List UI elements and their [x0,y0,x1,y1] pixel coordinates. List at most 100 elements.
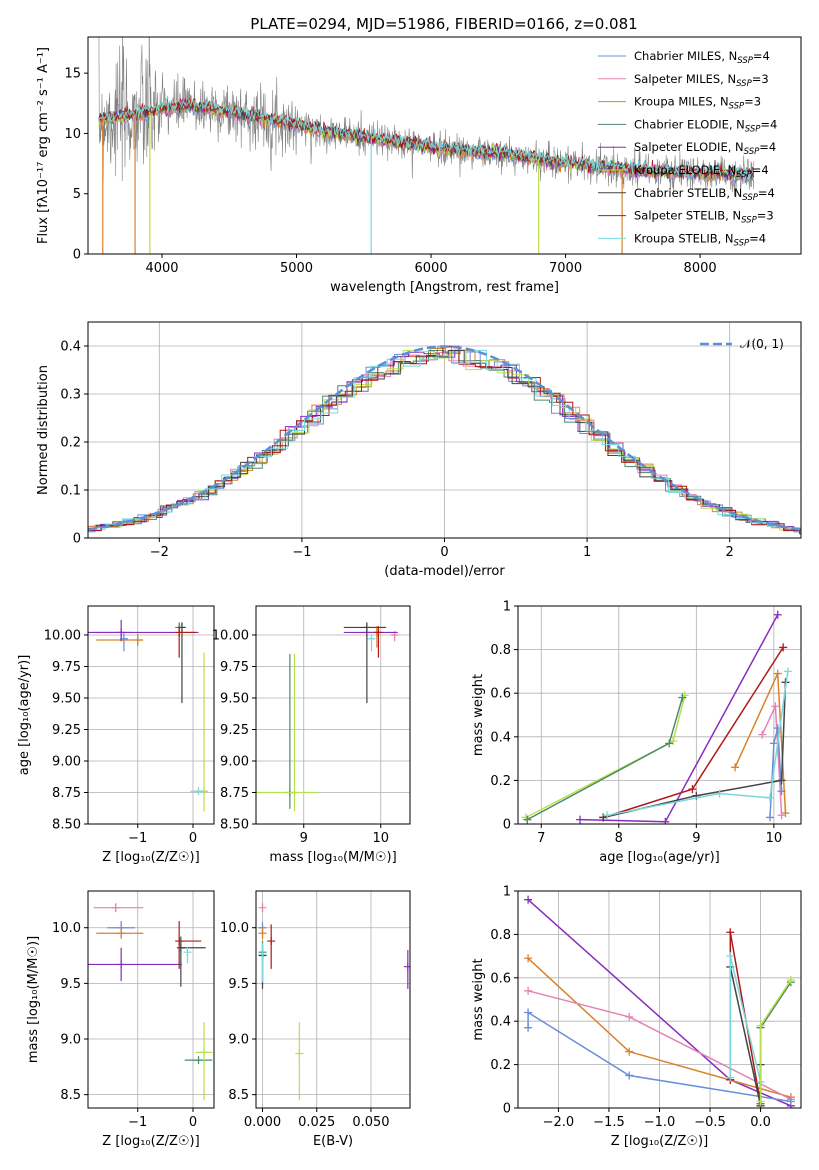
marker-kroupa_stelib [726,952,735,961]
marker-kroupa_miles [773,669,782,678]
x-tick-label: −1.5 [593,1115,625,1130]
marker-salpeter_stelib [779,643,788,652]
y-tick-label: 9.25 [52,723,81,738]
plot-area [521,610,792,824]
histogram-salpeter_stelib [88,345,801,532]
point-salpeter_elodie [117,960,126,969]
panel-spectrum: 4000 5000 6000 7000 8000 0 5 10 15 wavelength [An… [36,36,802,295]
marker-kroupa_stelib [715,789,724,798]
marker-salpeter_elodie [524,895,533,904]
y-tick-label: 0.1 [60,484,81,499]
legend-label: Chabrier MILES, NSSP=4 [634,49,770,66]
x-tick-label: −1 [292,545,311,560]
y-tick-label: 8.75 [220,786,249,801]
x-tick-label: −1 [128,1115,147,1130]
marker-salpeter_miles [771,702,780,711]
y-tick-label: 9.75 [220,660,249,675]
panel-mass_weight_vs_Z: −2.0 −1.5 −1.0 −0.5 0.0 0 0.2 0.4 0.6 0.8 1 Z [log₁… [471,885,802,1149]
point-salpeter_stelib [175,628,184,637]
series-chabrier_elodie [526,697,684,821]
x-axis-label: E(B-V) [313,1134,353,1149]
x-tick-label: −0.5 [694,1115,726,1130]
axes-frame [255,605,411,825]
legend-label: Chabrier STELIB, NSSP=4 [634,186,775,203]
y-tick-label: 0.8 [490,928,511,943]
y-tick-label: 0.8 [490,643,511,658]
point-salpeter_elodie [117,628,126,637]
legend: Chabrier MILES, NSSP=4 Salpeter MILES, NS… [598,49,777,248]
marker-kroupa_miles [625,1047,634,1056]
marker-chabrier_elodie [665,739,674,748]
x-tick-label: 0 [189,1115,197,1130]
point-kroupa_elodie [200,1048,209,1057]
legend-label: Kroupa ELODIE, NSSP=4 [634,163,769,180]
point-kroupa_stelib [183,948,192,957]
x-tick-label: 2 [726,545,734,560]
marker-chabrier_miles [777,787,786,796]
y-tick-label: 10 [64,127,81,142]
marker-kroupa_stelib [783,667,792,676]
point-salpeter_miles [258,903,267,912]
y-axis-label: age [log₁₀(age/yr)] [17,655,32,776]
y-tick-label: 9.5 [60,977,81,992]
point-salpeter_stelib [267,937,276,946]
y-tick-label: 9.00 [220,754,249,769]
marker-salpeter_miles [777,811,786,820]
marker-salpeter_stelib [726,928,735,937]
plot-area [88,903,213,1101]
y-tick-label: 10.00 [212,628,249,643]
marker-salpeter_miles [524,986,533,995]
legend-label: Salpeter STELIB, NSSP=3 [634,209,774,226]
marker-kroupa_stelib [765,793,774,802]
figure-title: PLATE=0294, MJD=51986, FIBERID=0166, z=0… [250,15,637,33]
marker-chabrier_miles [786,1097,795,1106]
point-chabrier_stelib [362,623,371,632]
legend-label: Chabrier ELODIE, NSSP=4 [634,117,777,134]
y-tick-label: 8.50 [52,818,81,833]
legend-label: Kroupa MILES, NSSP=3 [634,95,761,112]
marker-kroupa_elodie [756,1097,765,1106]
x-axis-label: Z [log₁₀(Z/Z☉)] [102,850,199,865]
plot-area [98,37,755,254]
point-salpeter_stelib [175,937,184,946]
y-tick-label: 10.00 [44,628,81,643]
x-tick-label: 4000 [145,261,178,276]
series-kroupa_elodie [759,979,792,1102]
legend-label: Salpeter ELODIE, NSSP=4 [634,140,776,157]
x-tick-label: 0 [189,831,197,846]
series-salpeter_miles [761,705,783,816]
y-tick-label: 0.3 [60,388,81,403]
marker-chabrier_elodie [678,693,687,702]
x-tick-label: 8 [615,831,623,846]
plot-area [88,619,209,812]
axes-frame [87,36,802,255]
marker-salpeter_elodie [773,610,782,619]
y-tick-label: 0 [503,1102,511,1117]
x-tick-label: 0.000 [244,1115,281,1130]
series-kroupa_stelib [729,955,762,1083]
panel-mass_vs_Z: −1 0 8.5 9.0 9.5 10.0 Z [log₁₀(Z/Z☉)] mass [log… [26,890,215,1149]
model-spectrum-salpeter_stelib [98,97,754,179]
x-axis-label: wavelength [Angstrom, rest frame] [330,280,559,295]
y-tick-label: 0.4 [490,1015,511,1030]
histogram-chabrier_elodie [88,350,801,531]
y-tick-label: 0 [73,248,81,263]
x-tick-label: 5000 [280,261,313,276]
y-tick-label: 8.75 [52,786,81,801]
axes-frame [87,890,215,1109]
series-salpeter_stelib [603,646,784,819]
x-tick-label: 8000 [684,261,717,276]
y-tick-label: 9.25 [220,723,249,738]
y-axis-label: Normed distribution [36,365,51,495]
y-tick-label: 15 [64,67,81,82]
y-tick-label: 5 [73,187,81,202]
marker-kroupa_miles [731,763,740,772]
y-tick-label: 0.2 [60,436,81,451]
x-tick-label: 0.050 [352,1115,389,1130]
point-kroupa_stelib [258,950,267,959]
marker-chabrier_miles [769,739,778,748]
marker-salpeter_elodie [661,817,670,824]
legend-label: 𝒩(0, 1) [740,337,784,351]
panel-residuals: −2 −1 0 1 2 0 0.1 0.2 0.3 0.4 (data-model)/error No… [36,321,802,579]
